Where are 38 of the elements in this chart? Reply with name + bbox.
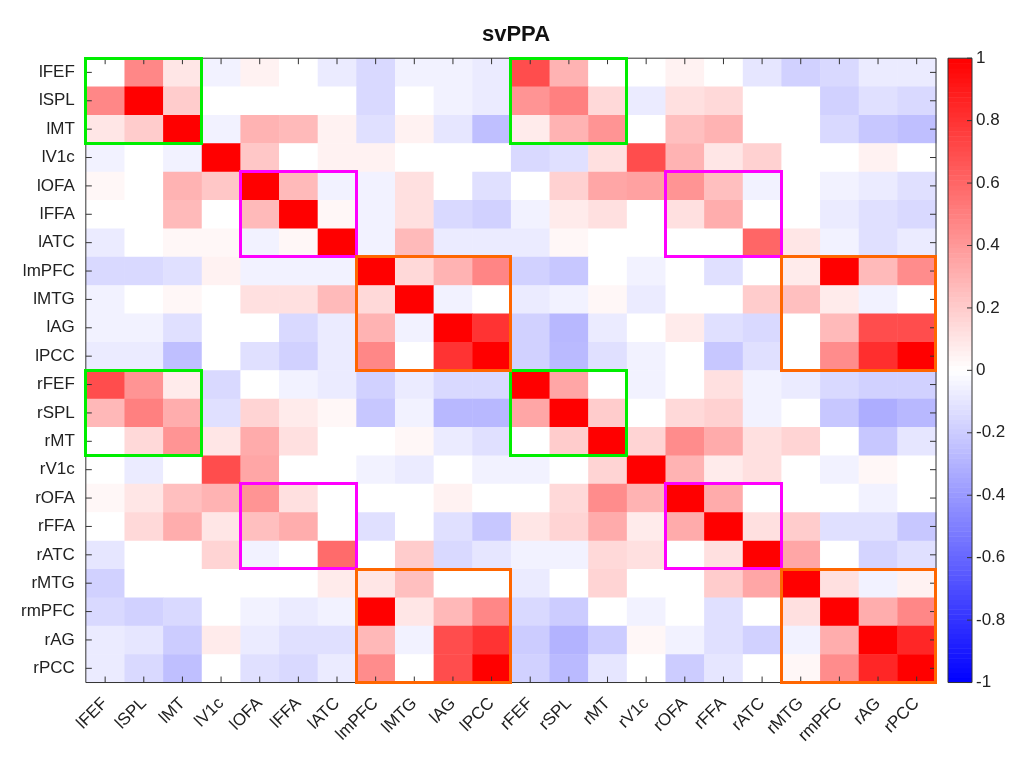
y-tick-label: rAG	[44, 629, 75, 649]
y-tick-label: rV1c	[39, 459, 76, 479]
y-tick-label: rATC	[36, 544, 75, 564]
x-tick-label: lAG	[425, 693, 460, 727]
y-tick-label: lFEF	[38, 62, 75, 82]
color-bar-label: -0.6	[976, 547, 1006, 567]
color-bar-label: -1	[976, 672, 992, 692]
color-bar-label: -0.8	[976, 609, 1006, 629]
y-tick-label: lMTG	[33, 289, 75, 309]
color-bar-label: -0.2	[976, 422, 1006, 442]
x-tick-label: rAG	[849, 693, 885, 729]
y-tick-label: rFEF	[37, 374, 75, 394]
y-tick-label: rFFA	[37, 516, 76, 536]
y-tick-label: rOFA	[35, 487, 76, 507]
y-tick-label: rMTG	[31, 572, 75, 592]
y-tick-label: lATC	[38, 232, 75, 252]
y-tick-label: lAG	[46, 317, 75, 337]
y-tick-label: lSPL	[38, 90, 75, 110]
y-tick-label: lFFA	[39, 203, 76, 223]
color-bar-label: 0.4	[976, 235, 1000, 255]
y-tick-label: rMT	[44, 430, 75, 450]
color-bar-label: 0.6	[976, 172, 1000, 192]
color-bar-label: -0.4	[976, 484, 1006, 504]
y-tick-label: lOFA	[37, 175, 76, 195]
color-bar-label: 0.8	[976, 110, 1000, 130]
chart-title: svPPA	[481, 21, 551, 47]
y-tick-label: lMT	[46, 118, 75, 138]
color-bar-label: 1	[976, 47, 986, 67]
x-tick-label: lMT	[155, 693, 189, 727]
y-tick-label: rmPFC	[20, 601, 75, 621]
x-tick-label: lV1c	[190, 693, 228, 731]
y-tick-label: rSPL	[37, 402, 75, 422]
y-tick-label: lmPFC	[22, 260, 75, 280]
y-tick-label: rPCC	[33, 658, 75, 678]
y-tick-label: lPCC	[35, 345, 75, 365]
color-bar-label: 0	[976, 360, 986, 380]
color-bar-label: 0.2	[976, 297, 1000, 317]
y-tick-label: lV1c	[41, 147, 76, 167]
